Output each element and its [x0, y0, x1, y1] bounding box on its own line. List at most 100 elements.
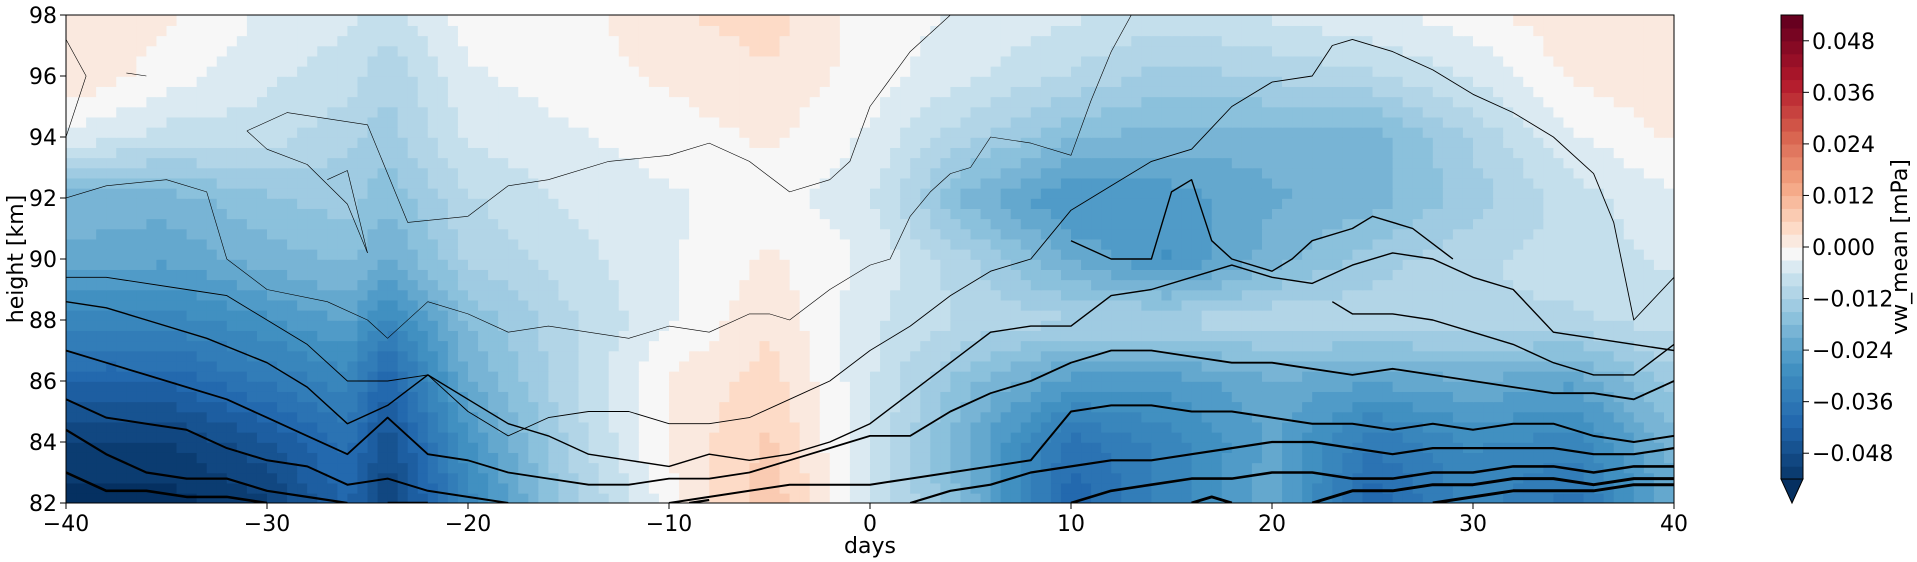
field-cell — [809, 421, 821, 433]
field-cell — [839, 472, 851, 484]
field-cell — [407, 350, 419, 362]
field-cell — [829, 431, 841, 443]
field-cell — [427, 340, 439, 352]
field-cell — [96, 462, 107, 474]
field-cell — [1101, 492, 1112, 503]
field-cell — [1583, 350, 1595, 362]
field-cell — [116, 320, 128, 331]
field-cell — [1593, 198, 1605, 209]
field-cell — [669, 482, 680, 494]
field-cell — [508, 381, 520, 392]
field-cell — [1362, 360, 1374, 372]
field-cell — [166, 187, 178, 199]
field-cell — [528, 248, 540, 260]
field-cell — [578, 248, 590, 260]
field-cell — [789, 482, 801, 494]
field-cell — [1151, 370, 1163, 382]
field-cell — [950, 472, 962, 484]
field-cell — [1251, 381, 1263, 392]
field-cell — [1412, 411, 1424, 423]
field-cell — [920, 391, 932, 403]
field-cell — [287, 381, 298, 392]
field-cell — [1352, 442, 1364, 453]
field-cell — [829, 208, 841, 220]
field-cell — [759, 492, 771, 503]
field-cell — [769, 370, 781, 382]
field-cell — [1111, 442, 1123, 453]
field-cell — [1663, 401, 1674, 413]
field-cell — [1010, 431, 1022, 443]
field-cell — [317, 421, 329, 433]
field-cell — [1342, 360, 1354, 372]
field-cell — [146, 299, 158, 311]
field-cell — [1402, 320, 1414, 331]
field-cell — [880, 187, 891, 199]
field-cell — [1603, 187, 1615, 199]
field-cell — [819, 411, 831, 423]
field-cell — [96, 442, 107, 453]
field-cell — [1201, 350, 1213, 362]
field-cell — [1533, 482, 1545, 494]
field-cell — [900, 218, 911, 230]
field-cell — [106, 320, 118, 331]
field-cell — [186, 330, 198, 342]
field-cell — [1563, 421, 1575, 433]
field-cell — [66, 340, 77, 352]
field-cell — [1181, 248, 1193, 260]
field-cell — [196, 492, 208, 503]
field-cell — [1653, 269, 1665, 281]
field-cell — [236, 218, 248, 230]
field-cell — [1663, 340, 1674, 352]
field-cell — [1462, 421, 1474, 433]
field-cell — [1272, 218, 1283, 230]
field-cell — [488, 218, 499, 230]
field-cell — [1613, 381, 1625, 392]
field-cell — [1452, 309, 1464, 321]
field-cell — [186, 279, 198, 291]
field-cell — [1251, 452, 1263, 464]
field-cell — [478, 330, 489, 342]
field-cell — [1241, 411, 1253, 423]
field-cell — [1071, 238, 1082, 250]
field-cell — [1523, 259, 1535, 270]
field-cell — [1191, 411, 1203, 423]
field-cell — [1111, 350, 1123, 362]
field-cell — [588, 340, 600, 352]
field-cell — [588, 370, 600, 382]
field-cell — [327, 218, 339, 230]
field-cell — [1332, 462, 1344, 474]
field-cell — [508, 472, 520, 484]
field-cell — [1573, 340, 1585, 352]
field-cell — [1272, 269, 1283, 281]
field-cell — [1442, 299, 1454, 311]
field-cell — [146, 228, 158, 240]
field-cell — [729, 340, 741, 352]
field-cell — [1151, 208, 1163, 220]
field-cell — [468, 187, 479, 199]
field-cell — [1402, 350, 1414, 362]
field-cell — [256, 238, 268, 250]
field-cell — [1342, 452, 1354, 464]
field-cell — [910, 411, 922, 423]
field-cell — [1292, 218, 1303, 230]
field-cell — [638, 431, 650, 443]
field-cell — [739, 370, 751, 382]
field-cell — [1040, 472, 1052, 484]
field-cell — [719, 431, 731, 443]
field-cell — [1261, 238, 1273, 250]
field-cell — [558, 411, 570, 423]
field-cell — [1211, 411, 1223, 423]
field-cell — [256, 431, 268, 443]
field-cell — [1151, 187, 1163, 199]
field-cell — [76, 472, 87, 484]
field-cell — [1131, 198, 1143, 209]
field-cell — [1111, 320, 1123, 331]
field-cell — [1272, 401, 1283, 413]
field-cell — [1221, 370, 1233, 382]
field-cell — [799, 370, 811, 382]
field-cell — [1030, 330, 1042, 342]
field-cell — [156, 381, 168, 392]
field-cell — [1081, 421, 1092, 433]
field-cell — [176, 482, 188, 494]
field-cell — [1523, 360, 1535, 372]
